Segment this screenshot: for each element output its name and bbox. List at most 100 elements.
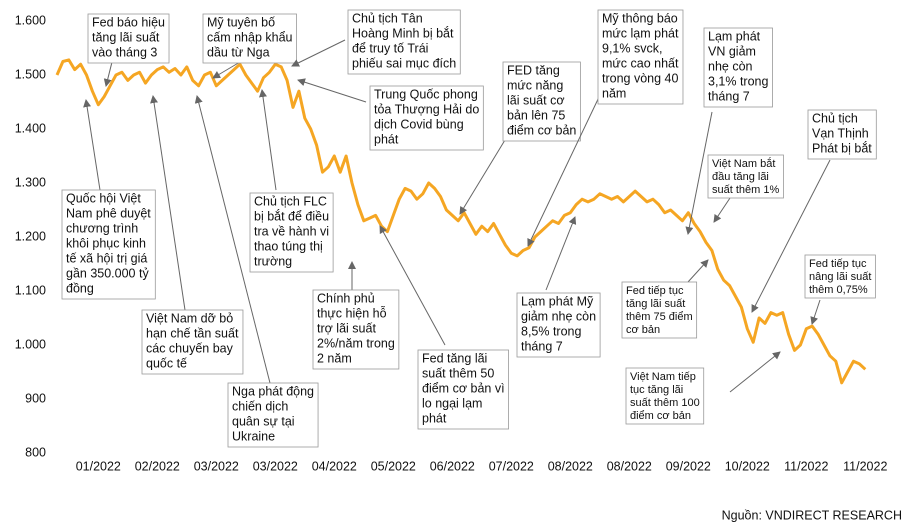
annotation-text: mức năng <box>507 78 563 92</box>
x-tick-label: 03/2022 <box>253 459 298 473</box>
y-tick-label: 1.400 <box>15 121 46 135</box>
annotation-box <box>502 61 581 142</box>
annotation-text: Ukraine <box>232 429 275 443</box>
annotation-text: suất thêm 50 <box>422 366 494 380</box>
annotation-text: phát <box>422 411 447 425</box>
annotation-text: Phát bị bắt <box>812 140 872 155</box>
annotation-text: thêm 75 điểm <box>626 311 693 323</box>
leader-line <box>685 111 713 235</box>
line-series <box>55 58 867 385</box>
annotation-box <box>621 281 698 339</box>
annotation-box <box>202 13 297 64</box>
annotation-text: chiến dịch <box>232 399 288 413</box>
annotation-text: suất thêm 1% <box>712 184 779 196</box>
y-tick-label: 1.600 <box>15 13 46 27</box>
annotation-text: Lạm phát Mỹ <box>521 294 594 308</box>
annotation-text: phiếu sai mục đích <box>352 56 456 70</box>
annotation-text: bị bắt để điều <box>254 208 329 223</box>
annotation-text: lo ngại lạm <box>422 396 482 410</box>
annotation-box <box>227 382 319 448</box>
annotation-box <box>417 349 509 430</box>
x-tick-label: 03/2022 <box>194 459 239 473</box>
x-tick-label: 06/2022 <box>430 459 475 473</box>
annotation-text: điểm cơ bản <box>630 410 691 422</box>
annotation-text: Fed tiếp tục <box>809 258 867 270</box>
x-tick-label: 01/2022 <box>76 459 121 473</box>
annotation-text: dịch Covid bùng <box>374 117 464 131</box>
leader-line <box>291 39 346 67</box>
annotation-text: 2%/năm trong <box>317 336 395 350</box>
annotation-box <box>807 109 877 160</box>
x-tick-label: 05/2022 <box>371 459 416 473</box>
leader-line <box>545 216 577 291</box>
annotation-text: hạn chế tần suất <box>146 326 239 340</box>
x-tick-label: 07/2022 <box>489 459 534 473</box>
annotation-text: trong vòng 40 <box>602 71 678 85</box>
annotation-text: cấm nhập khẩu <box>207 30 293 44</box>
annotation-text: cơ bản <box>626 324 660 336</box>
annotation-text: 2 năm <box>317 351 352 365</box>
annotation-text: quốc tế <box>146 356 187 370</box>
y-tick-label: 1.000 <box>15 337 46 351</box>
leader-line <box>212 61 241 79</box>
annotation-text: để truy tố Trái <box>352 41 428 55</box>
annotation-text: Mỹ thông báo <box>602 11 678 25</box>
leader-line <box>297 78 367 103</box>
annotation-text: Chính phủ <box>317 291 375 305</box>
annotation-text: 8,5% trong <box>521 324 582 338</box>
annotation-text: Hoàng Minh bị bắt <box>352 25 454 40</box>
annotation-text: quân sự tại <box>232 414 295 428</box>
annotation-text: Việt Nam bắt <box>712 157 775 170</box>
x-tick-label: 08/2022 <box>607 459 652 473</box>
annotation-text: Chủ tịch FLC <box>254 194 327 208</box>
annotation-text: suất thêm 100 <box>630 397 700 409</box>
annotation-text: Chủ tịch <box>812 111 858 125</box>
annotation-text: thao túng thị <box>254 239 323 253</box>
leader-line <box>713 197 731 223</box>
annotation-text: Việt Nam tiếp <box>630 371 696 383</box>
annotation-text: Vạn Thịnh <box>812 126 869 140</box>
annotation-text: tháng 7 <box>708 89 750 103</box>
annotation-text: Quốc hội Việt <box>66 191 141 205</box>
annotation-text: Nam phê duyệt <box>66 206 151 220</box>
annotation-text: tỏa Thượng Hải do <box>374 102 479 116</box>
annotation-text: đồng <box>66 281 94 295</box>
annotation-box <box>249 192 334 273</box>
y-tick-label: 1.500 <box>15 67 46 81</box>
leader-line <box>83 99 101 191</box>
annotation-text: giảm nhẹ còn <box>521 309 596 323</box>
annotation-text: tháng 7 <box>521 339 563 353</box>
annotation-text: Việt Nam dỡ bỏ <box>146 311 233 325</box>
leader-line <box>751 159 831 313</box>
annotation-text: các chuyến bay <box>146 341 234 355</box>
y-tick-label: 1.300 <box>15 175 46 189</box>
annotation-text: mức cao nhất <box>602 56 679 70</box>
annotation-text: chương trình <box>66 221 138 235</box>
x-tick-label: 11/2022 <box>843 459 887 473</box>
annotation-text: Fed báo hiệu <box>92 15 165 29</box>
x-tick-label: 11/2022 <box>784 459 828 473</box>
x-tick-label: 10/2022 <box>725 459 770 473</box>
x-tick-label: 04/2022 <box>312 459 357 473</box>
leader-line <box>459 139 506 215</box>
annotation-text: vào tháng 3 <box>92 45 157 59</box>
annotation-text: thêm 0,75% <box>809 284 868 296</box>
x-tick-label: 09/2022 <box>666 459 711 473</box>
leader-line <box>379 225 446 346</box>
annotation-text: nhẹ còn <box>708 59 753 73</box>
